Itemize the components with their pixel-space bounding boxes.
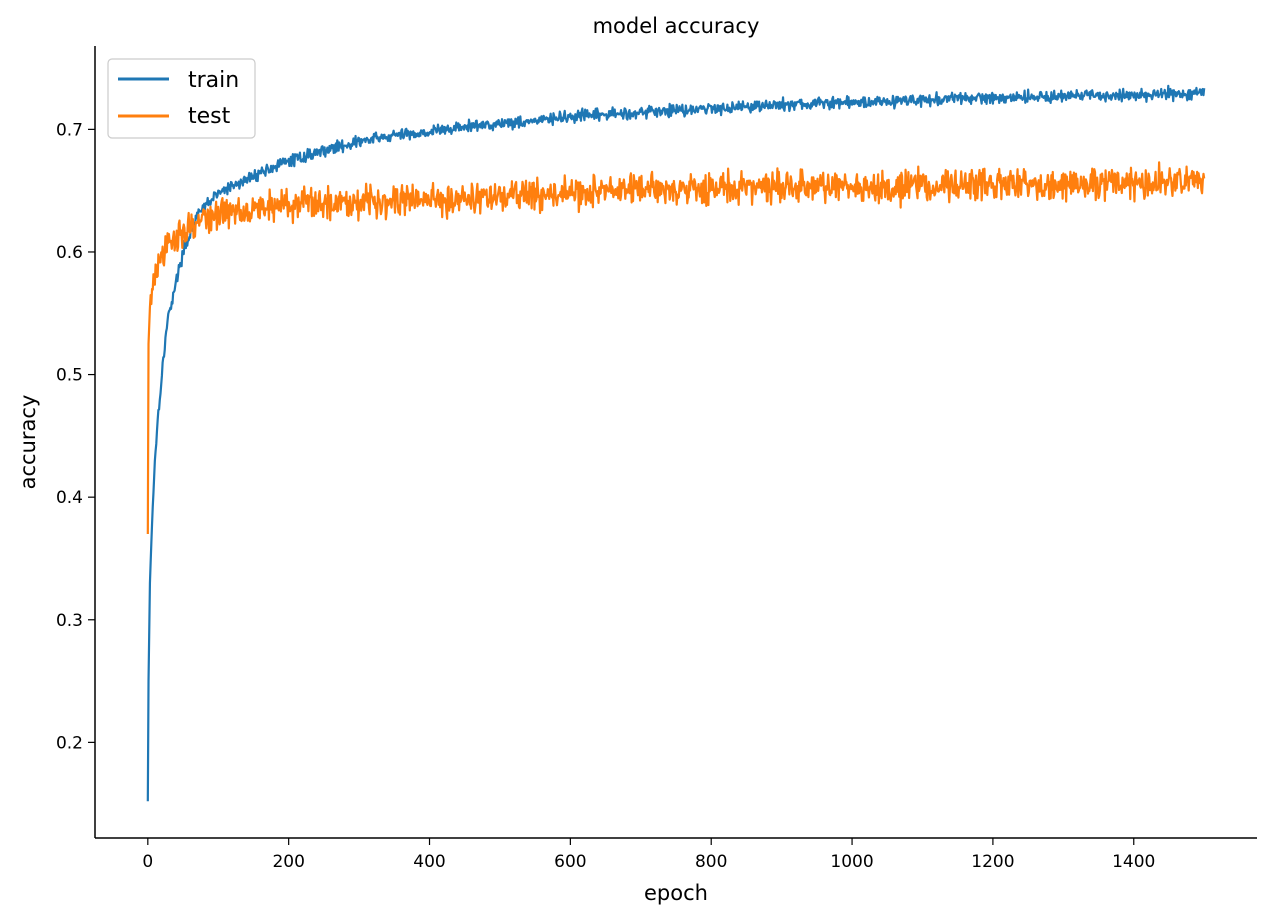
chart-title: model accuracy (593, 14, 760, 38)
y-tick-label: 0.6 (56, 243, 83, 263)
x-tick-label: 1400 (1112, 852, 1155, 872)
y-tick-label: 0.2 (56, 733, 83, 753)
x-tick-label: 600 (554, 852, 586, 872)
y-ticks: 0.2 0.3 0.4 0.5 0.6 0.7 (56, 120, 95, 753)
series-line-train (146, 84, 1206, 802)
y-axis-label: accuracy (16, 395, 40, 490)
x-tick-label: 800 (695, 852, 727, 872)
x-tick-label: 1000 (830, 852, 873, 872)
x-axis-label: epoch (644, 881, 708, 905)
y-tick-label: 0.3 (56, 611, 83, 631)
x-tick-label: 0 (142, 852, 153, 872)
legend: train test (107, 58, 256, 139)
legend-label-test: test (188, 104, 231, 129)
x-tick-label: 1200 (971, 852, 1014, 872)
legend-label-train: train (188, 68, 239, 93)
series-line-test (146, 161, 1206, 534)
series-layer (146, 84, 1206, 802)
y-tick-label: 0.4 (56, 488, 83, 508)
x-tick-label: 400 (413, 852, 445, 872)
y-tick-label: 0.7 (56, 120, 83, 140)
x-ticks: 0 200 400 600 800 1000 1200 1400 (142, 838, 1155, 872)
y-tick-label: 0.5 (56, 366, 83, 386)
x-tick-label: 200 (272, 852, 304, 872)
